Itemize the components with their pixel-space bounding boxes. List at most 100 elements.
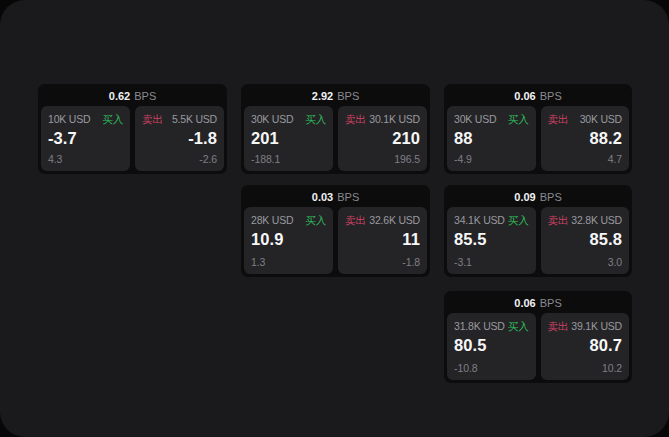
sell-top-row: 卖出 39.1K USD: [548, 321, 623, 332]
bps-value: 0.09: [514, 191, 535, 203]
buy-delta: -3.1: [454, 256, 472, 268]
bps-unit: BPS: [134, 90, 156, 102]
buy-panel[interactable]: 30K USD 买入 88 -4.9: [447, 106, 536, 171]
buy-price: -3.7: [48, 128, 123, 148]
bps-unit: BPS: [540, 191, 562, 203]
sell-side-label: 卖出: [548, 321, 569, 332]
buy-price: 85.5: [454, 229, 529, 249]
card-body: 34.1K USD 买入 85.5 -3.1 卖出 32.8K USD 85.8…: [447, 207, 629, 274]
buy-side-label: 买入: [508, 114, 529, 125]
quote-card[interactable]: 0.03 BPS 28K USD 买入 10.9 1.3 卖出 32.6K US…: [241, 185, 430, 277]
sell-price: 11: [345, 229, 420, 249]
buy-delta: -4.9: [454, 153, 472, 165]
buy-panel[interactable]: 10K USD 买入 -3.7 4.3: [41, 106, 130, 171]
sell-price: -1.8: [142, 128, 217, 148]
sell-size: 32.6K USD: [369, 215, 420, 226]
sell-side-label: 卖出: [142, 114, 163, 125]
quote-card[interactable]: 0.09 BPS 34.1K USD 买入 85.5 -3.1 卖出 32.8K…: [444, 185, 632, 277]
card-header: 0.62 BPS: [38, 84, 227, 106]
sell-side-label: 卖出: [345, 215, 366, 226]
buy-price: 80.5: [454, 335, 529, 355]
buy-side-label: 买入: [508, 321, 529, 332]
buy-price: 201: [251, 128, 326, 148]
sell-panel[interactable]: 卖出 32.8K USD 85.8 3.0: [541, 207, 630, 274]
buy-top-row: 28K USD 买入: [251, 215, 326, 226]
quote-card[interactable]: 0.62 BPS 10K USD 买入 -3.7 4.3 卖出 5.5K USD…: [38, 84, 227, 174]
sell-size: 5.5K USD: [172, 114, 217, 125]
card-body: 10K USD 买入 -3.7 4.3 卖出 5.5K USD -1.8 -2.…: [41, 106, 224, 171]
buy-side-label: 买入: [102, 114, 123, 125]
sell-top-row: 卖出 30.1K USD: [345, 114, 420, 125]
sell-panel[interactable]: 卖出 30K USD 88.2 4.7: [541, 106, 630, 171]
card-body: 31.8K USD 买入 80.5 -10.8 卖出 39.1K USD 80.…: [447, 313, 629, 380]
buy-size: 31.8K USD: [454, 321, 505, 332]
buy-top-row: 30K USD 买入: [454, 114, 529, 125]
buy-price: 88: [454, 128, 529, 148]
buy-top-row: 31.8K USD 买入: [454, 321, 529, 332]
sell-size: 32.8K USD: [571, 215, 622, 226]
quote-card[interactable]: 0.06 BPS 31.8K USD 买入 80.5 -10.8 卖出 39.1…: [444, 291, 632, 383]
sell-panel[interactable]: 卖出 39.1K USD 80.7 10.2: [541, 313, 630, 380]
quote-card[interactable]: 0.06 BPS 30K USD 买入 88 -4.9 卖出 30K USD 8…: [444, 84, 632, 174]
bps-unit: BPS: [540, 90, 562, 102]
card-body: 30K USD 买入 88 -4.9 卖出 30K USD 88.2 4.7: [447, 106, 629, 171]
sell-top-row: 卖出 5.5K USD: [142, 114, 217, 125]
sell-price: 88.2: [548, 128, 623, 148]
bps-unit: BPS: [540, 297, 562, 309]
buy-side-label: 买入: [305, 215, 326, 226]
sell-size: 39.1K USD: [571, 321, 622, 332]
buy-top-row: 34.1K USD 买入: [454, 215, 529, 226]
sell-panel[interactable]: 卖出 5.5K USD -1.8 -2.6: [135, 106, 224, 171]
sell-top-row: 卖出 30K USD: [548, 114, 623, 125]
buy-panel[interactable]: 31.8K USD 买入 80.5 -10.8: [447, 313, 536, 380]
buy-delta: 1.3: [251, 256, 265, 268]
buy-price: 10.9: [251, 229, 326, 249]
card-header: 0.06 BPS: [444, 84, 632, 106]
sell-delta: 3.0: [608, 256, 622, 268]
buy-top-row: 10K USD 买入: [48, 114, 123, 125]
bps-value: 0.62: [109, 90, 130, 102]
sell-delta: -2.6: [199, 153, 217, 165]
buy-size: 30K USD: [454, 114, 496, 125]
buy-size: 34.1K USD: [454, 215, 505, 226]
card-header: 0.06 BPS: [444, 291, 632, 313]
card-body: 28K USD 买入 10.9 1.3 卖出 32.6K USD 11 -1.8: [244, 207, 427, 274]
bps-value: 0.03: [312, 191, 333, 203]
sell-delta: 10.2: [602, 362, 622, 374]
sell-size: 30K USD: [580, 114, 622, 125]
buy-side-label: 买入: [305, 114, 326, 125]
sell-delta: 196.5: [394, 153, 420, 165]
dashboard-background: 0.62 BPS 10K USD 买入 -3.7 4.3 卖出 5.5K USD…: [0, 0, 669, 437]
buy-delta: -188.1: [251, 153, 280, 165]
sell-side-label: 卖出: [548, 215, 569, 226]
sell-side-label: 卖出: [345, 114, 366, 125]
sell-price: 85.8: [548, 229, 623, 249]
bps-value: 0.06: [514, 297, 535, 309]
sell-delta: 4.7: [608, 153, 622, 165]
sell-price: 80.7: [548, 335, 623, 355]
sell-panel[interactable]: 卖出 30.1K USD 210 196.5: [338, 106, 427, 171]
card-body: 30K USD 买入 201 -188.1 卖出 30.1K USD 210 1…: [244, 106, 427, 171]
buy-top-row: 30K USD 买入: [251, 114, 326, 125]
card-header: 2.92 BPS: [241, 84, 430, 106]
sell-price: 210: [345, 128, 420, 148]
card-header: 0.09 BPS: [444, 185, 632, 207]
sell-panel[interactable]: 卖出 32.6K USD 11 -1.8: [338, 207, 427, 274]
buy-size: 28K USD: [251, 215, 293, 226]
buy-delta: -10.8: [454, 362, 477, 374]
buy-size: 10K USD: [48, 114, 90, 125]
bps-unit: BPS: [337, 90, 359, 102]
bps-value: 0.06: [514, 90, 535, 102]
buy-panel[interactable]: 28K USD 买入 10.9 1.3: [244, 207, 333, 274]
buy-side-label: 买入: [508, 215, 529, 226]
buy-panel[interactable]: 34.1K USD 买入 85.5 -3.1: [447, 207, 536, 274]
buy-delta: 4.3: [48, 153, 62, 165]
buy-size: 30K USD: [251, 114, 293, 125]
sell-top-row: 卖出 32.8K USD: [548, 215, 623, 226]
sell-side-label: 卖出: [548, 114, 569, 125]
sell-top-row: 卖出 32.6K USD: [345, 215, 420, 226]
card-header: 0.03 BPS: [241, 185, 430, 207]
bps-unit: BPS: [337, 191, 359, 203]
buy-panel[interactable]: 30K USD 买入 201 -188.1: [244, 106, 333, 171]
quote-card[interactable]: 2.92 BPS 30K USD 买入 201 -188.1 卖出 30.1K …: [241, 84, 430, 174]
